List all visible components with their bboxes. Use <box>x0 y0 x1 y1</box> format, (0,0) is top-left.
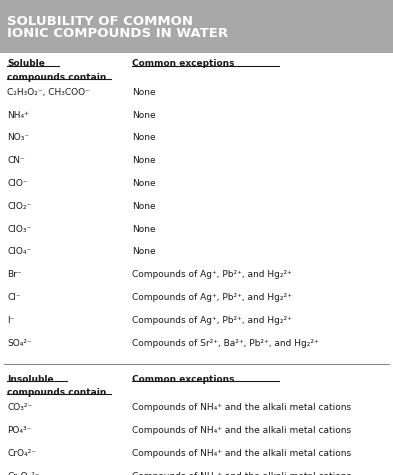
Text: Cl⁻: Cl⁻ <box>7 293 21 302</box>
Text: I⁻: I⁻ <box>7 316 15 325</box>
Text: NH₄⁺: NH₄⁺ <box>7 111 29 120</box>
Text: SOLUBILITY OF COMMON: SOLUBILITY OF COMMON <box>7 15 193 28</box>
Text: Compounds of Ag⁺, Pb²⁺, and Hg₂²⁺: Compounds of Ag⁺, Pb²⁺, and Hg₂²⁺ <box>132 293 292 302</box>
Text: Compounds of NH₄⁺ and the alkali metal cations: Compounds of NH₄⁺ and the alkali metal c… <box>132 449 351 458</box>
Text: ClO₄⁻: ClO₄⁻ <box>7 247 31 257</box>
Text: None: None <box>132 202 155 211</box>
Text: compounds contain: compounds contain <box>7 73 107 82</box>
Text: Compounds of NH₄⁺ and the alkali metal cations: Compounds of NH₄⁺ and the alkali metal c… <box>132 472 351 475</box>
Text: ClO₃⁻: ClO₃⁻ <box>7 225 31 234</box>
Text: CO₃²⁻: CO₃²⁻ <box>7 403 32 412</box>
Text: IONIC COMPOUNDS IN WATER: IONIC COMPOUNDS IN WATER <box>7 27 228 39</box>
Text: Common exceptions: Common exceptions <box>132 59 234 68</box>
Text: None: None <box>132 111 155 120</box>
Text: None: None <box>132 247 155 257</box>
Text: Compounds of Ag⁺, Pb²⁺, and Hg₂²⁺: Compounds of Ag⁺, Pb²⁺, and Hg₂²⁺ <box>132 270 292 279</box>
Text: None: None <box>132 133 155 142</box>
Text: Soluble: Soluble <box>7 59 45 68</box>
Text: SO₄²⁻: SO₄²⁻ <box>7 339 32 348</box>
Text: CN⁻: CN⁻ <box>7 156 25 165</box>
Text: C₂H₃O₂⁻, CH₃COO⁻: C₂H₃O₂⁻, CH₃COO⁻ <box>7 88 90 97</box>
Text: None: None <box>132 88 155 97</box>
Text: CrO₄²⁻: CrO₄²⁻ <box>7 449 36 458</box>
Text: NO₃⁻: NO₃⁻ <box>7 133 29 142</box>
Text: ClO⁻: ClO⁻ <box>7 179 28 188</box>
Text: Compounds of Sr²⁺, Ba²⁺, Pb²⁺, and Hg₂²⁺: Compounds of Sr²⁺, Ba²⁺, Pb²⁺, and Hg₂²⁺ <box>132 339 318 348</box>
Text: Insoluble: Insoluble <box>7 375 54 384</box>
FancyBboxPatch shape <box>0 53 393 475</box>
Text: None: None <box>132 225 155 234</box>
Text: compounds contain: compounds contain <box>7 388 107 397</box>
Text: None: None <box>132 156 155 165</box>
Text: Compounds of NH₄⁺ and the alkali metal cations: Compounds of NH₄⁺ and the alkali metal c… <box>132 426 351 435</box>
Text: Compounds of NH₄⁺ and the alkali metal cations: Compounds of NH₄⁺ and the alkali metal c… <box>132 403 351 412</box>
Text: PO₄³⁻: PO₄³⁻ <box>7 426 31 435</box>
FancyBboxPatch shape <box>0 0 393 53</box>
Text: Compounds of Ag⁺, Pb²⁺, and Hg₂²⁺: Compounds of Ag⁺, Pb²⁺, and Hg₂²⁺ <box>132 316 292 325</box>
Text: Br⁻: Br⁻ <box>7 270 22 279</box>
Text: Cr₂O₇²⁻: Cr₂O₇²⁻ <box>7 472 40 475</box>
Text: Common exceptions: Common exceptions <box>132 375 234 384</box>
Text: None: None <box>132 179 155 188</box>
Text: ClO₂⁻: ClO₂⁻ <box>7 202 31 211</box>
